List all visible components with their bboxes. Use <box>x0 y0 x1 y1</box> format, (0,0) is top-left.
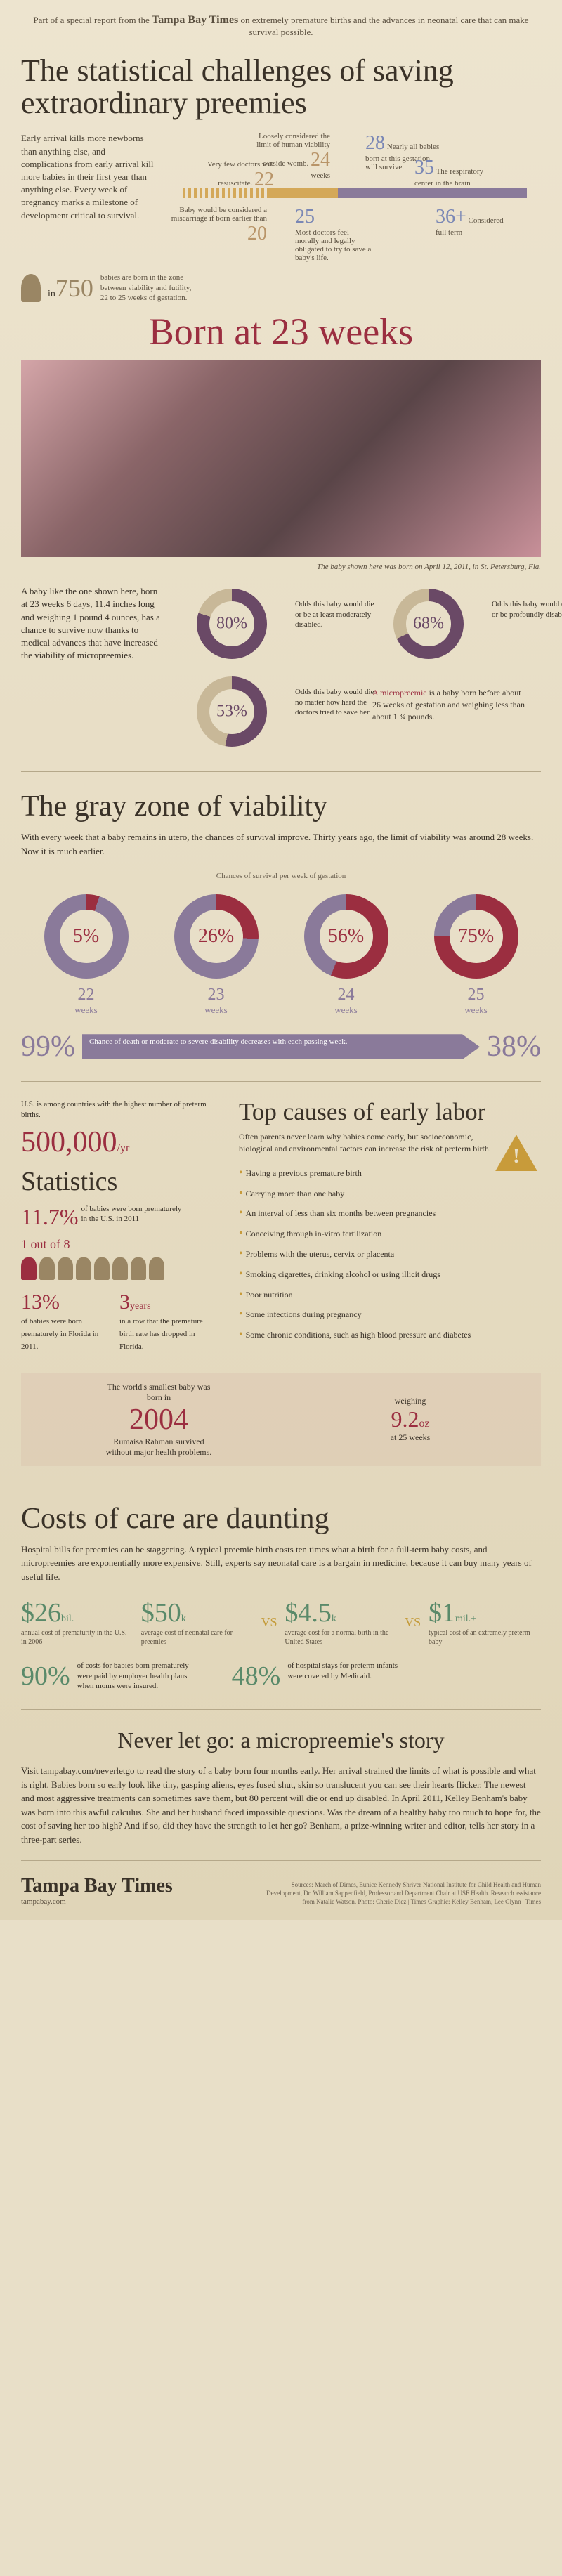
story-title: Never let go: a micropreemie's story <box>21 1727 541 1753</box>
worlds-smallest: The world's smallest baby was born in200… <box>21 1373 541 1466</box>
statistics-title: Statistics <box>21 1166 218 1197</box>
header-suffix: on extremely premature births and the ad… <box>241 15 529 37</box>
stat-500k: 500,000 <box>21 1126 117 1158</box>
gestation-timeline: Loosely considered the limit of human vi… <box>169 132 541 259</box>
cost-comparison: $26bil.annual cost of prematurity in the… <box>21 1597 541 1647</box>
baby-photo <box>21 360 541 557</box>
people-icons <box>21 1257 218 1280</box>
header-prefix: Part of a special report from the <box>33 15 149 25</box>
main-title: The statistical challenges of saving ext… <box>21 55 541 119</box>
born-23-title: Born at 23 weeks <box>21 310 541 353</box>
footer-credits: Sources: March of Dimes, Eunice Kennedy … <box>260 1881 541 1906</box>
decrease-arrow: Chance of death or moderate to severe di… <box>82 1034 480 1059</box>
footer: Tampa Bay Timestampabay.com Sources: Mar… <box>21 1860 541 1906</box>
causes-title: Top causes of early labor <box>239 1099 541 1124</box>
grayzone-intro: With every week that a baby remains in u… <box>21 830 541 858</box>
footer-url: tampabay.com <box>21 1897 173 1906</box>
header-brand: Tampa Bay Times <box>152 14 238 26</box>
grayzone-title: The gray zone of viability <box>21 790 541 823</box>
baby-caption: The baby shown here was born on April 12… <box>21 563 541 571</box>
survival-charts: 5%22weeks26%23weeks56%24weeks75%25weeks <box>21 894 541 1016</box>
odds-intro: A baby like the one shown here, born at … <box>21 585 162 754</box>
person-icon <box>21 274 41 302</box>
report-header: Part of a special report from the Tampa … <box>21 14 541 44</box>
stat-1-in-750: in750 babies are born in the zone betwee… <box>21 273 541 303</box>
pct-38: 38% <box>487 1030 541 1064</box>
footer-brand: Tampa Bay Times <box>21 1875 173 1897</box>
odds-donuts: 80% Odds this baby would die or be at le… <box>176 585 541 754</box>
story-body: Visit tampabay.com/neverletgo to read th… <box>21 1764 541 1846</box>
intro-text: Early arrival kills more newborns than a… <box>21 132 155 259</box>
costs-title: Costs of care are daunting <box>21 1502 541 1536</box>
pct-99: 99% <box>21 1030 75 1064</box>
causes-list: Having a previous premature birthCarryin… <box>239 1163 541 1345</box>
